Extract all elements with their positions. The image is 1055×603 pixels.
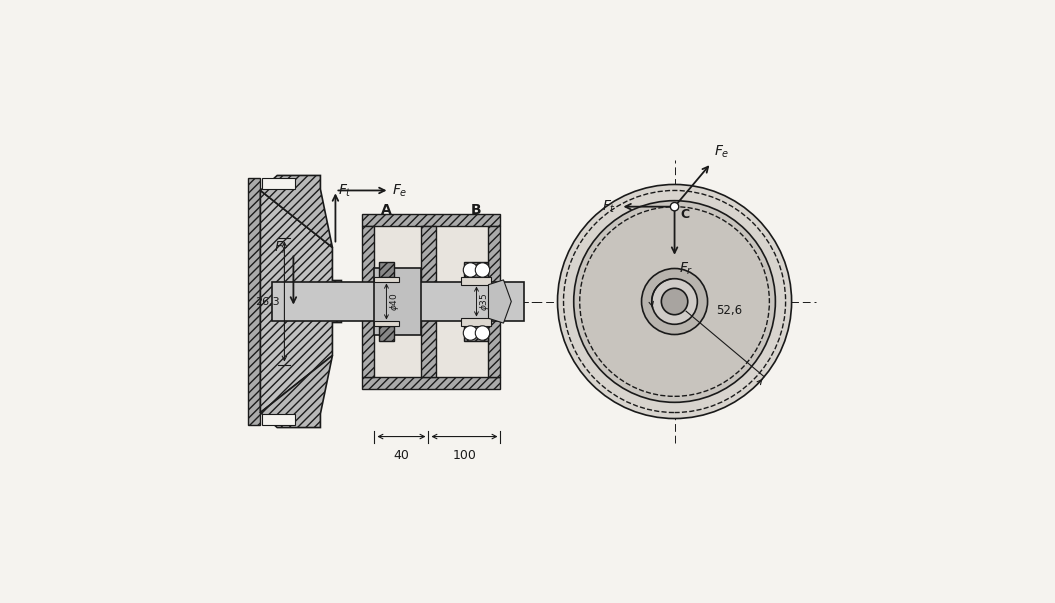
Bar: [262, 414, 294, 425]
Circle shape: [476, 326, 490, 340]
Bar: [262, 178, 294, 189]
Text: $F_e$: $F_e$: [392, 182, 408, 198]
Text: 52,6: 52,6: [716, 304, 743, 317]
Text: $F_r$: $F_r$: [274, 239, 289, 256]
Text: A: A: [381, 203, 391, 217]
Polygon shape: [261, 175, 332, 247]
Circle shape: [574, 201, 775, 402]
Bar: [375, 277, 399, 282]
Bar: [464, 262, 488, 277]
Bar: [363, 376, 500, 388]
Bar: [363, 215, 500, 227]
Text: $\phi$35: $\phi$35: [478, 292, 492, 311]
Text: 40: 40: [394, 449, 409, 461]
Text: $F_t$: $F_t$: [601, 198, 616, 215]
Text: 100: 100: [453, 449, 477, 461]
Text: B: B: [472, 203, 482, 217]
Polygon shape: [261, 356, 332, 428]
Text: $F_r$: $F_r$: [679, 260, 694, 277]
Text: C: C: [680, 209, 690, 221]
Text: $F_e$: $F_e$: [714, 144, 730, 160]
Bar: [375, 268, 421, 335]
Circle shape: [670, 203, 678, 211]
Bar: [436, 227, 488, 376]
Bar: [375, 321, 399, 326]
Circle shape: [652, 279, 697, 324]
Bar: [379, 262, 394, 277]
Polygon shape: [488, 280, 512, 323]
Bar: [379, 326, 394, 341]
Circle shape: [463, 326, 478, 340]
Text: 26,3: 26,3: [255, 297, 280, 306]
Bar: [461, 318, 492, 326]
Bar: [375, 227, 421, 376]
Text: $F_t$: $F_t$: [339, 182, 352, 198]
Bar: [488, 227, 500, 376]
Bar: [421, 227, 436, 376]
Circle shape: [476, 263, 490, 277]
Bar: [363, 227, 375, 376]
Circle shape: [463, 263, 478, 277]
Circle shape: [641, 268, 708, 335]
Polygon shape: [261, 191, 342, 412]
Bar: [461, 277, 492, 285]
Circle shape: [557, 185, 791, 418]
Bar: [248, 178, 261, 425]
Bar: [464, 326, 488, 341]
Text: $\phi$40: $\phi$40: [388, 292, 401, 311]
Bar: [272, 282, 524, 321]
Circle shape: [661, 288, 688, 315]
